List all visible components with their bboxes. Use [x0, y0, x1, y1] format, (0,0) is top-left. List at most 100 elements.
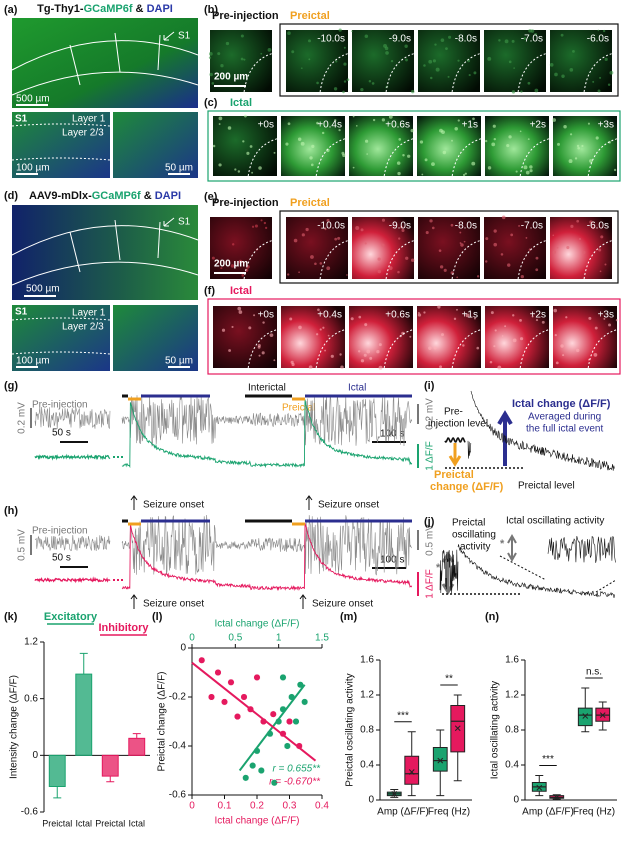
panel-label: (d): [4, 190, 18, 202]
trace: [547, 536, 616, 563]
cell: [561, 74, 565, 79]
title-part: &: [133, 3, 147, 15]
cell: [324, 349, 326, 352]
scale-label: 1 ΔF/F: [425, 569, 436, 598]
cell: [448, 35, 452, 39]
x-tick-label: Preictal: [42, 818, 72, 828]
cell: [297, 137, 302, 142]
boundary: [451, 329, 482, 369]
scale-label: 100 µm: [16, 356, 50, 367]
point: [301, 698, 309, 706]
cell: [262, 321, 265, 324]
scale-label: 100 µm: [16, 163, 50, 174]
boundary: [451, 53, 481, 93]
boundary: [315, 138, 346, 177]
trace: [470, 390, 615, 471]
trace: [34, 406, 111, 429]
cell: [258, 166, 262, 170]
cell: [287, 273, 290, 276]
error-bar: [106, 776, 115, 783]
cell: [343, 62, 347, 66]
y-tick-label: 0: [513, 795, 519, 806]
cell: [339, 353, 342, 356]
cell: [364, 139, 369, 143]
x-tick-label: Amp (ΔF/F): [522, 807, 574, 818]
cell: [253, 314, 256, 317]
cell: [576, 144, 580, 148]
cell: [534, 32, 538, 36]
cell: [604, 57, 608, 61]
cell: [366, 349, 371, 354]
trace-label: Pre-injection: [32, 526, 88, 537]
group-label: Excitatory: [44, 611, 98, 623]
trace: [121, 399, 413, 469]
cell: [566, 245, 570, 250]
cell: [269, 333, 274, 338]
cell: [462, 344, 465, 347]
annotation: oscillating: [452, 530, 496, 541]
cell: [326, 266, 331, 271]
cell: [613, 168, 617, 172]
cell: [501, 335, 504, 337]
cell: [238, 310, 243, 314]
y-tick-label: 0: [368, 795, 374, 806]
y-axis-label: Preictal change (ΔF/F): [157, 671, 168, 771]
cell: [437, 305, 441, 309]
cell: [530, 29, 535, 33]
y-tick-label: 1.2: [24, 637, 38, 648]
title-part: GCaMP6f: [92, 190, 141, 202]
scale-label: 0.2 mV: [425, 398, 436, 430]
frame: [207, 110, 621, 182]
cell: [425, 231, 429, 235]
cell: [291, 362, 295, 367]
onset-arrow: [130, 495, 313, 510]
x-tick-label: 0.4: [315, 801, 329, 812]
cell: [525, 237, 528, 239]
cell: [576, 348, 580, 353]
cell: [555, 361, 559, 365]
cell: [512, 338, 517, 343]
zoom-image: [113, 112, 198, 178]
cell: [405, 256, 409, 260]
cell: [333, 87, 338, 91]
cell: [457, 119, 460, 122]
time-label: -9.0s: [389, 221, 411, 232]
group-label: Inhibitory: [98, 622, 149, 634]
cell: [337, 236, 341, 240]
cell: [541, 320, 545, 324]
time-label: -8.0s: [455, 34, 477, 45]
box: [577, 707, 593, 727]
cell: [463, 240, 466, 243]
mean: [437, 757, 444, 764]
condition-label: Ictal: [230, 285, 252, 297]
cell: [346, 78, 350, 81]
cell: [491, 142, 496, 147]
cell: [249, 145, 253, 148]
mean: [454, 725, 461, 732]
cell: [231, 325, 234, 329]
boundary: [517, 240, 547, 280]
annotation: change (ΔF/F): [430, 481, 504, 493]
bar: [75, 673, 93, 756]
cell: [319, 262, 323, 265]
cell: [476, 275, 480, 278]
boundary: [247, 329, 278, 369]
cell: [308, 58, 311, 61]
cell: [535, 268, 539, 272]
brain-image: [12, 205, 198, 300]
boundary: [383, 138, 414, 177]
y-tick-label: 0.4: [505, 760, 519, 771]
cell: [460, 243, 464, 247]
cell: [351, 30, 353, 33]
cell: [287, 31, 291, 36]
scale-label: 500 µm: [26, 284, 60, 295]
cell: [587, 358, 590, 361]
cell: [476, 346, 480, 350]
cell: [257, 345, 261, 349]
scale-label: 0.2 mV: [17, 402, 28, 434]
cell: [237, 170, 241, 173]
condition-label: Ictal: [230, 97, 252, 109]
cell: [335, 60, 338, 63]
y-tick-label: 0.6: [24, 693, 38, 704]
annotation: Pre-: [444, 407, 463, 418]
